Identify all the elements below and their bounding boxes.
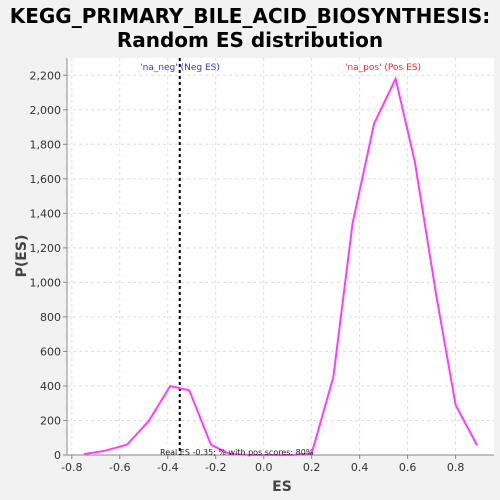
- x-tick-label: 0.6: [399, 461, 417, 474]
- series-group: [83, 75, 479, 456]
- y-tick-label: 1,000: [30, 276, 62, 289]
- x-tick-label: -0.6: [109, 461, 130, 474]
- x-tick-label: -0.8: [61, 461, 82, 474]
- x-tick-label: 0.8: [447, 461, 465, 474]
- x-tick-label: 0.0: [255, 461, 273, 474]
- chart-title-line2: Random ES distribution: [117, 28, 383, 52]
- x-axis-label: ES: [272, 479, 292, 495]
- y-tick-label: 1,600: [30, 173, 62, 186]
- y-tick-label: 200: [40, 414, 61, 427]
- y-tick-label: 2,200: [30, 69, 62, 82]
- y-tick-label: 1,800: [30, 138, 62, 151]
- x-tick-label: -0.4: [157, 461, 178, 474]
- chart-title-line1: KEGG_PRIMARY_BILE_ACID_BIOSYNTHESIS:: [10, 4, 491, 28]
- neg-es-label: 'na_neg' (Neg ES): [140, 63, 220, 73]
- y-tick-label: 1,400: [30, 207, 62, 220]
- y-tick-label: 1,200: [30, 242, 62, 255]
- real-es-annotation: Real ES -0.35; % with pos scores: 80%: [160, 448, 314, 457]
- y-tick-label: 800: [40, 311, 61, 324]
- plot-area: [67, 58, 494, 455]
- y-tick-label: 0: [54, 449, 61, 462]
- y-axis-label: P(ES): [14, 235, 30, 278]
- y-tick-label: 600: [40, 345, 61, 358]
- x-tick-label: 0.4: [351, 461, 369, 474]
- es-distribution-line: [83, 75, 479, 456]
- y-tick-label: 400: [40, 380, 61, 393]
- x-tick-label: -0.2: [205, 461, 226, 474]
- y-tick-label: 2,000: [30, 104, 62, 117]
- pos-es-label: 'na_pos' (Pos ES): [345, 63, 421, 73]
- x-axis-ticks: -0.8 -0.6 -0.4 -0.2 0.0 0.2 0.4 0.6 0.8: [61, 455, 464, 474]
- y-axis-ticks: 0 200 400 600 800 1,000 1,200 1,400 1,600 1,800 2,…: [30, 69, 67, 462]
- x-tick-label: 0.2: [303, 461, 321, 474]
